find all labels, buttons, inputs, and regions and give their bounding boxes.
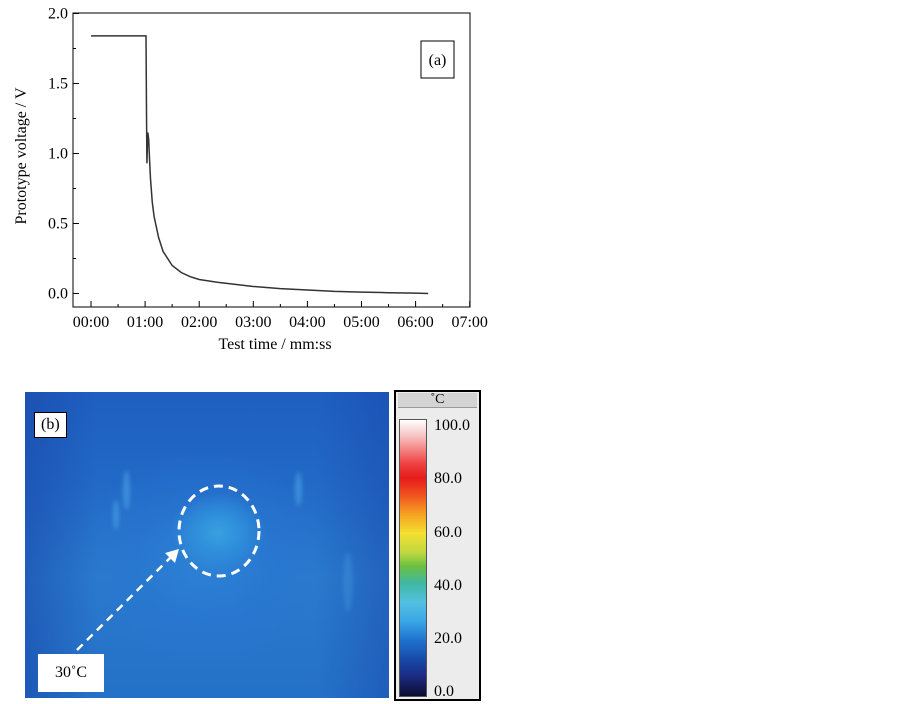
colorbar-label: 60.0 (434, 524, 462, 541)
colorbar-label: 40.0 (434, 577, 462, 594)
x-tick-label: 03:00 (235, 314, 271, 331)
x-tick-label: 05:00 (343, 314, 379, 331)
hotspot-circle (177, 484, 261, 578)
colorbar-label: 0.0 (434, 683, 454, 700)
colorbar-unit: ˚C (398, 393, 477, 408)
colorbar-label: 80.0 (434, 470, 462, 487)
thermal-streak (343, 552, 353, 612)
x-axis-label: Test time / mm:ss (218, 336, 331, 353)
voltage-chart: 00:00 01:00 02:00 03:00 04:00 05:00 06:00 07:00… (13, 6, 488, 354)
x-tick-label: 01:00 (127, 314, 163, 331)
colorbar-gradient (399, 419, 427, 697)
y-tick-label: 2.0 (48, 6, 68, 23)
y-tick-label: 0.0 (48, 286, 68, 303)
temperature-callout: 30˚C (38, 654, 104, 692)
y-tick-label: 0.5 (48, 216, 68, 233)
thermal-streak (113, 500, 119, 530)
colorbar: ˚C 100.0 80.0 60.0 40.0 20.0 0.0 (394, 390, 481, 701)
thermal-streak (295, 472, 302, 506)
plot-frame (72, 12, 471, 308)
x-tick-label: 04:00 (289, 314, 325, 331)
colorbar-label: 100.0 (434, 417, 470, 434)
y-tick-label: 1.5 (48, 76, 68, 93)
panel-a-label: (a) (429, 52, 447, 69)
thermal-streak (123, 470, 130, 510)
thermal-annotations (76, 484, 261, 651)
hotspot-arrow (76, 554, 174, 651)
panel-b-label: (b) (34, 412, 67, 438)
voltage-series-line (91, 35, 429, 295)
thermal-image: (b) 30˚C (25, 392, 389, 698)
chart-axes (72, 12, 471, 308)
panel-a-label-box (420, 40, 455, 79)
x-tick-labels: 00:00 01:00 02:00 03:00 04:00 05:00 06:00 07:00 (73, 301, 488, 331)
y-tick-labels: 0.0 0.5 1.0 1.5 2.0 (48, 6, 79, 303)
x-tick-label: 00:00 (73, 314, 109, 331)
colorbar-label: 20.0 (434, 630, 462, 647)
x-tick-label: 02:00 (181, 314, 217, 331)
x-tick-label: 06:00 (397, 314, 433, 331)
arrow-head (165, 549, 179, 563)
y-axis-label: Prototype voltage / V (13, 87, 30, 224)
x-tick-label: 07:00 (451, 314, 487, 331)
y-tick-label: 1.0 (48, 146, 68, 163)
